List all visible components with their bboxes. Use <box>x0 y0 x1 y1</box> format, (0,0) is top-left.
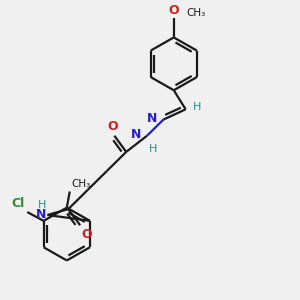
Text: Cl: Cl <box>12 197 25 210</box>
Text: O: O <box>107 120 118 134</box>
Text: H: H <box>148 144 157 154</box>
Text: O: O <box>82 228 92 241</box>
Text: N: N <box>131 128 142 141</box>
Text: CH₃: CH₃ <box>186 8 206 18</box>
Text: H: H <box>193 102 202 112</box>
Text: CH₃: CH₃ <box>71 179 91 189</box>
Text: H: H <box>38 200 46 210</box>
Text: N: N <box>146 112 157 125</box>
Text: N: N <box>36 208 46 221</box>
Text: O: O <box>169 4 179 17</box>
